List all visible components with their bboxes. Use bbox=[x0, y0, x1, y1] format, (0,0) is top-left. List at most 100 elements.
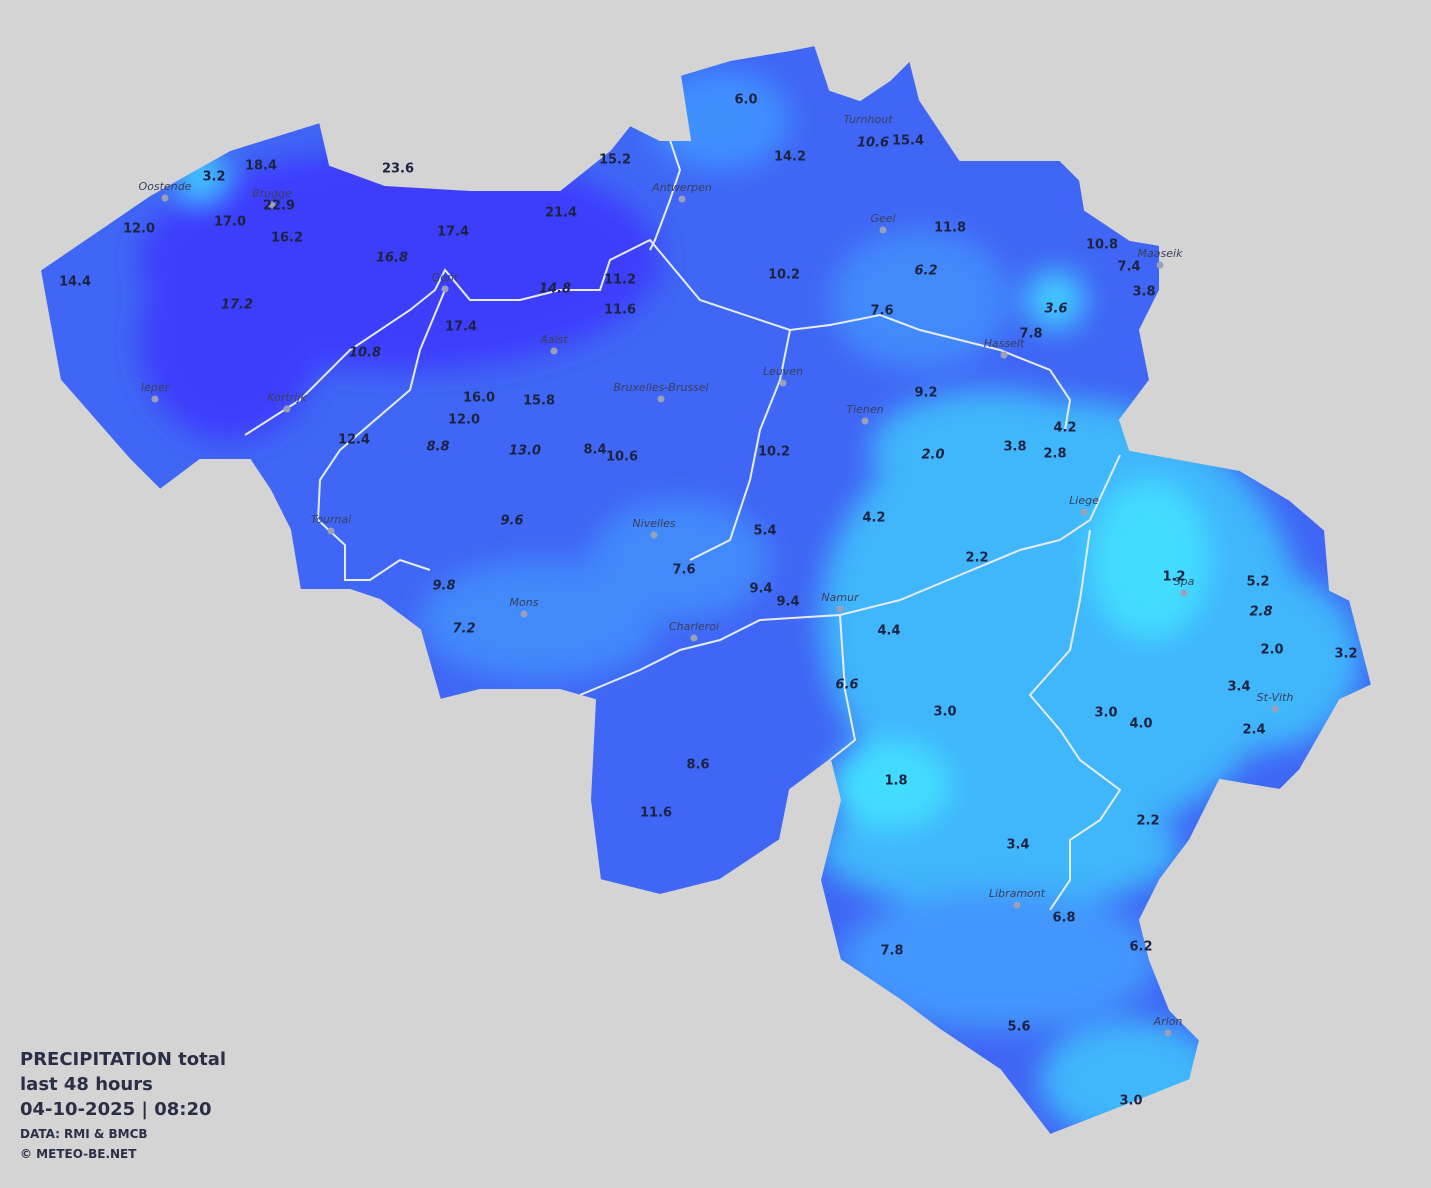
city-label: Turnhout bbox=[843, 113, 893, 126]
city-dot bbox=[550, 347, 558, 355]
station-value: 9.2 bbox=[914, 386, 937, 401]
station-value: 11.2 bbox=[604, 273, 636, 288]
city-label: Gent bbox=[432, 271, 459, 284]
city-label: Nivelles bbox=[632, 517, 675, 530]
station-value: 2.8 bbox=[1043, 447, 1066, 462]
country-outline bbox=[38, 43, 1374, 1137]
city-dot bbox=[1164, 1029, 1172, 1037]
station-value: 7.4 bbox=[1117, 260, 1140, 275]
station-value: 8.6 bbox=[686, 758, 709, 773]
city-dot bbox=[650, 531, 658, 539]
station-value: 8.4 bbox=[583, 443, 606, 458]
city-dot bbox=[268, 201, 276, 209]
city-dot bbox=[1180, 589, 1188, 597]
station-value: 7.8 bbox=[1019, 327, 1042, 342]
city-dot bbox=[441, 285, 449, 293]
station-value: 16.8 bbox=[376, 251, 408, 266]
station-value: 9.8 bbox=[432, 579, 455, 594]
city-dot bbox=[1013, 901, 1021, 909]
station-value: 5.4 bbox=[753, 524, 776, 539]
station-value: 3.8 bbox=[1003, 440, 1026, 455]
city-dot bbox=[657, 395, 665, 403]
station-value: 6.2 bbox=[1129, 940, 1152, 955]
station-value: 4.2 bbox=[862, 511, 885, 526]
city-dot bbox=[861, 417, 869, 425]
city-label: Leuven bbox=[763, 365, 803, 378]
legend-credit: DATA: RMI & BMCB bbox=[20, 1127, 148, 1141]
station-value: 12.4 bbox=[338, 433, 370, 448]
station-value: 11.8 bbox=[934, 221, 966, 236]
rivers bbox=[244, 109, 1122, 911]
station-value: 3.2 bbox=[202, 170, 225, 185]
station-value: 10.6 bbox=[857, 136, 889, 151]
legend-title: last 48 hours bbox=[20, 1074, 153, 1095]
city-dot bbox=[283, 405, 291, 413]
station-value: 5.6 bbox=[1007, 1020, 1030, 1035]
station-value: 7.8 bbox=[880, 944, 903, 959]
city-dot bbox=[779, 379, 787, 387]
station-value: 15.2 bbox=[599, 153, 631, 168]
station-value: 3.4 bbox=[1227, 680, 1250, 695]
city-label: Kortrijk bbox=[267, 391, 307, 404]
city-dot bbox=[151, 395, 159, 403]
legend: PRECIPITATION total last 48 hours 04-10-20… bbox=[20, 1049, 226, 1161]
city-dot bbox=[1156, 261, 1164, 269]
station-value: 10.8 bbox=[1086, 238, 1118, 253]
city-label: Antwerpen bbox=[651, 181, 712, 194]
station-value: 5.2 bbox=[1246, 575, 1269, 590]
station-value: 14.8 bbox=[539, 282, 571, 297]
station-value: 14.4 bbox=[59, 275, 91, 290]
station-value: 3.2 bbox=[1334, 647, 1357, 662]
city-dot bbox=[678, 195, 686, 203]
city-label: Liege bbox=[1069, 494, 1099, 507]
city-label: Spa bbox=[1174, 575, 1195, 588]
city-label: Tournai bbox=[311, 513, 351, 526]
city-dot bbox=[520, 610, 528, 618]
station-value: 11.6 bbox=[604, 303, 636, 318]
city-label: Aalst bbox=[539, 333, 568, 346]
station-value: 13.0 bbox=[509, 444, 541, 459]
station-value: 16.0 bbox=[463, 391, 495, 406]
station-value: 3.8 bbox=[1132, 285, 1155, 300]
city-dot bbox=[690, 634, 698, 642]
city-label: Hasselt bbox=[984, 337, 1025, 350]
station-value: 23.6 bbox=[382, 162, 414, 177]
station-value: 16.2 bbox=[271, 231, 303, 246]
station-value: 10.2 bbox=[768, 268, 800, 283]
station-value: 6.0 bbox=[734, 93, 757, 108]
city-label: Namur bbox=[821, 591, 860, 604]
city-label: Charleroi bbox=[669, 620, 719, 633]
station-value: 6.2 bbox=[914, 264, 937, 279]
city-dot bbox=[1080, 508, 1088, 516]
station-value: 7.6 bbox=[870, 304, 893, 319]
station-value: 2.0 bbox=[921, 448, 944, 463]
city-label: Tienen bbox=[846, 403, 883, 416]
station-value: 6.8 bbox=[1052, 911, 1075, 926]
city-label: Ieper bbox=[141, 381, 171, 394]
station-value: 10.2 bbox=[758, 445, 790, 460]
station-value: 3.0 bbox=[1094, 706, 1117, 721]
station-value: 4.2 bbox=[1053, 421, 1076, 436]
station-value: 12.0 bbox=[448, 413, 480, 428]
station-value: 2.2 bbox=[965, 551, 988, 566]
station-value: 1.2 bbox=[1162, 570, 1185, 585]
city-label: Maaseik bbox=[1138, 247, 1184, 260]
station-value: 9.4 bbox=[776, 595, 799, 610]
city-label: Brugge bbox=[252, 187, 292, 200]
station-value: 11.6 bbox=[640, 806, 672, 821]
city-label: Geel bbox=[870, 212, 895, 225]
station-value: 15.4 bbox=[892, 134, 924, 149]
station-value: 17.4 bbox=[445, 320, 477, 335]
station-value: 17.4 bbox=[437, 225, 469, 240]
station-value: 9.4 bbox=[749, 582, 772, 597]
station-value: 3.0 bbox=[933, 705, 956, 720]
station-value: 2.2 bbox=[1136, 814, 1159, 829]
station-value: 15.8 bbox=[523, 394, 555, 409]
station-value: 18.4 bbox=[245, 159, 277, 174]
station-value: 3.0 bbox=[1119, 1094, 1142, 1109]
city-dot bbox=[1271, 705, 1279, 713]
station-value: 2.0 bbox=[1260, 643, 1283, 658]
city-dot bbox=[327, 527, 335, 535]
